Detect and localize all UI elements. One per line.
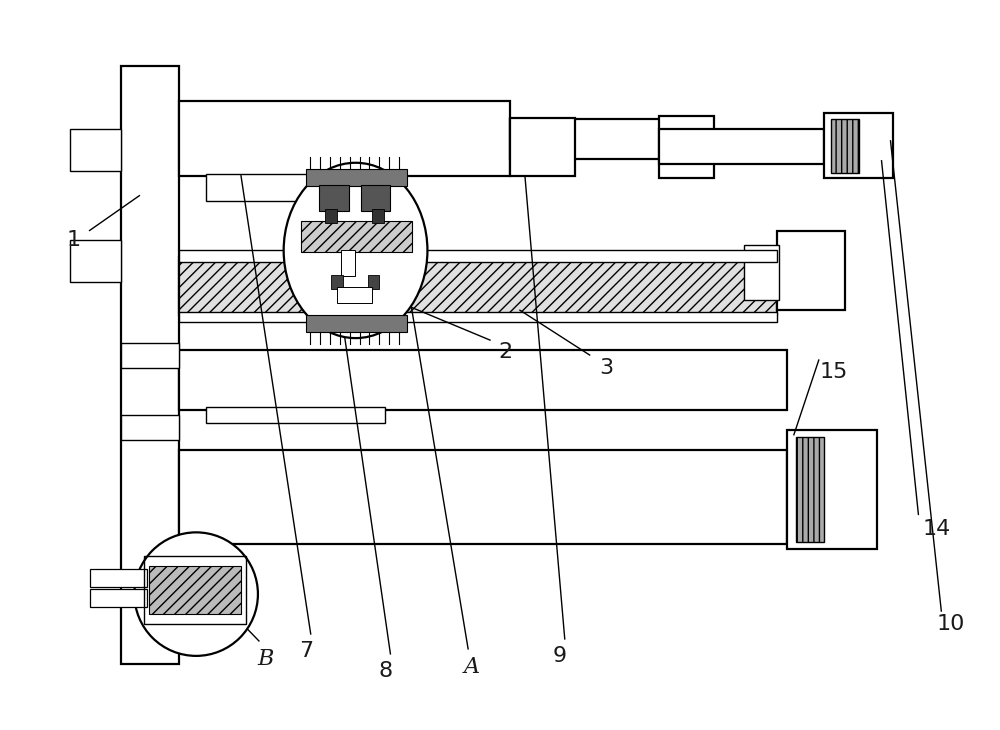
Bar: [179, 450, 787, 545]
Bar: [331, 275, 343, 289]
Bar: [179, 312, 777, 322]
Bar: [70, 129, 121, 171]
Text: B: B: [258, 648, 274, 670]
Bar: [179, 258, 777, 315]
Bar: [90, 569, 147, 587]
Bar: [301, 220, 412, 253]
Bar: [831, 119, 859, 173]
Bar: [179, 101, 510, 176]
Circle shape: [134, 532, 258, 656]
Text: 14: 14: [922, 519, 950, 539]
Text: 2: 2: [498, 342, 512, 362]
Bar: [325, 209, 337, 223]
Bar: [144, 556, 246, 624]
Text: 9: 9: [553, 646, 567, 666]
Bar: [179, 250, 777, 262]
Text: 8: 8: [378, 661, 393, 681]
Text: A: A: [464, 656, 480, 678]
Bar: [149, 566, 241, 614]
Bar: [372, 209, 384, 223]
Bar: [368, 275, 379, 289]
Bar: [319, 185, 349, 210]
Bar: [206, 174, 405, 201]
Bar: [510, 119, 709, 159]
Bar: [206, 407, 385, 423]
Bar: [824, 113, 893, 177]
Bar: [787, 430, 877, 549]
Bar: [796, 437, 824, 542]
Text: 3: 3: [600, 358, 614, 378]
Bar: [659, 116, 714, 177]
Bar: [510, 118, 575, 176]
Text: 7: 7: [299, 641, 313, 661]
Bar: [306, 315, 407, 332]
Bar: [306, 169, 407, 185]
Ellipse shape: [284, 163, 427, 338]
Bar: [744, 245, 779, 300]
Bar: [121, 66, 179, 664]
Bar: [659, 129, 824, 164]
Bar: [777, 231, 845, 310]
Bar: [121, 415, 179, 439]
Bar: [341, 250, 355, 277]
Bar: [361, 185, 390, 210]
Bar: [70, 240, 121, 283]
Bar: [179, 350, 787, 410]
Text: 1: 1: [67, 231, 81, 250]
Bar: [121, 343, 179, 368]
Bar: [337, 288, 372, 303]
Text: 15: 15: [820, 362, 848, 382]
Text: 10: 10: [936, 614, 964, 634]
Bar: [90, 589, 147, 607]
